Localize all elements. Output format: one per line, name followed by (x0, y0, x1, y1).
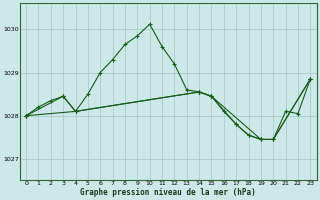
X-axis label: Graphe pression niveau de la mer (hPa): Graphe pression niveau de la mer (hPa) (80, 188, 256, 197)
